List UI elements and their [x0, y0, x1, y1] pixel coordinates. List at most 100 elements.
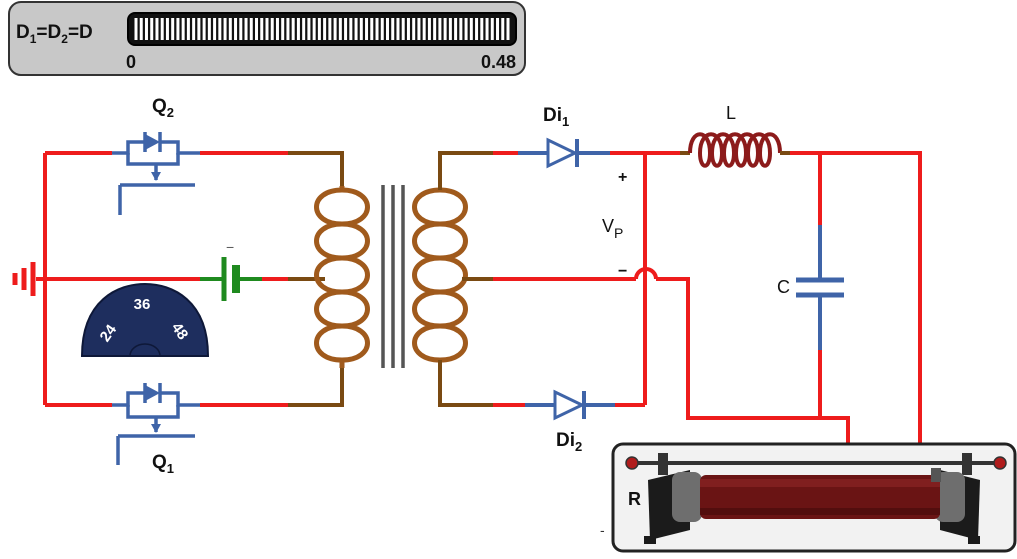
slider-tick	[459, 18, 463, 40]
vp-minus-sign: −	[618, 263, 627, 280]
q1-label: Q1	[152, 452, 174, 476]
slider-tick	[186, 18, 190, 40]
slider-tick	[354, 18, 358, 40]
slider-tick	[365, 18, 369, 40]
slider-tick	[165, 18, 169, 40]
slider-tick	[270, 18, 274, 40]
resistor-wiper[interactable]	[931, 468, 941, 482]
slider-tick	[475, 18, 479, 40]
slider-tick	[296, 18, 300, 40]
slider-tick	[317, 18, 321, 40]
capacitor-icon	[796, 225, 844, 350]
slider-tick	[433, 18, 437, 40]
slider-ticks	[134, 18, 510, 40]
q2-label: Q2	[152, 96, 174, 120]
slider-tick	[134, 18, 138, 40]
resistor-label: R	[628, 489, 641, 509]
slider-tick	[260, 18, 264, 40]
di2-label: Di2	[556, 430, 582, 454]
slider-tick	[338, 18, 342, 40]
primary-coil-icon	[314, 186, 370, 368]
vp-plus-sign: +	[618, 169, 627, 186]
secondary-leads	[438, 151, 495, 407]
slider-tick	[448, 18, 452, 40]
duty-cycle-slider[interactable]	[127, 12, 517, 46]
load-resistor-panel[interactable]: R	[611, 442, 1017, 553]
slider-tick	[255, 18, 259, 40]
dial-knob[interactable]	[129, 343, 161, 357]
slider-tick	[385, 18, 389, 40]
slider-tick	[265, 18, 269, 40]
slider-tick	[302, 18, 306, 40]
slider-min-label: 0	[126, 52, 136, 72]
slider-tick	[391, 18, 395, 40]
slider-tick	[506, 18, 510, 40]
voltage-dial[interactable]: 24 36 48	[80, 282, 210, 357]
slider-tick	[144, 18, 148, 40]
slider-tick	[207, 18, 211, 40]
di1-label: Di1	[543, 105, 569, 129]
slider-tick	[218, 18, 222, 40]
secondary-coil-icon	[412, 187, 468, 363]
slider-tick	[281, 18, 285, 40]
slider-tick	[202, 18, 206, 40]
slider-tick	[286, 18, 290, 40]
slider-tick	[234, 18, 238, 40]
slider-tick	[375, 18, 379, 40]
slider-tick	[160, 18, 164, 40]
slider-tick	[192, 18, 196, 40]
capacitor-label: C	[777, 277, 790, 297]
dial-body[interactable]	[80, 282, 210, 357]
slider-tick	[438, 18, 442, 40]
slider-tick	[401, 18, 405, 40]
slider-tick	[422, 18, 426, 40]
inductor-icon	[680, 132, 790, 168]
transformer-core	[381, 185, 405, 368]
slider-tick	[359, 18, 363, 40]
slider-tick	[328, 18, 332, 40]
slider-post-left	[658, 453, 668, 475]
slider-tick	[333, 18, 337, 40]
slider-tick	[139, 18, 143, 40]
slider-tick	[344, 18, 348, 40]
slider-tick	[349, 18, 353, 40]
transformer	[314, 185, 468, 368]
dial-value-36: 36	[134, 296, 151, 313]
diode-di1-icon	[518, 137, 610, 169]
battery-minus-mark: −	[226, 239, 234, 255]
slider-tick	[171, 18, 175, 40]
slider-tick	[228, 18, 232, 40]
slider-tick	[496, 18, 500, 40]
vp-label: VP	[602, 216, 623, 241]
mosfet-q2-icon[interactable]	[112, 132, 200, 215]
slider-tick	[443, 18, 447, 40]
slider-track[interactable]	[127, 12, 517, 46]
slider-tick	[249, 18, 253, 40]
slider-tick	[396, 18, 400, 40]
slider-tick	[412, 18, 416, 40]
slider-tick	[239, 18, 243, 40]
slider-tick	[380, 18, 384, 40]
corner-dash-mark: -	[600, 522, 605, 538]
slider-post-right	[962, 453, 972, 475]
slider-tick	[485, 18, 489, 40]
slider-tick	[155, 18, 159, 40]
resistor-cap-right	[935, 472, 965, 522]
slider-tick	[275, 18, 279, 40]
slider-tick	[176, 18, 180, 40]
slider-tick	[181, 18, 185, 40]
mosfet-q1-icon[interactable]	[112, 383, 200, 465]
duty-cycle-control: D1=D2=D 0 0.48	[8, 1, 526, 76]
slider-tick	[244, 18, 248, 40]
slider-tick	[213, 18, 217, 40]
slider-tick	[454, 18, 458, 40]
slider-tick	[427, 18, 431, 40]
inductor-label: L	[726, 103, 736, 123]
slider-tick	[469, 18, 473, 40]
slider-tick	[197, 18, 201, 40]
slider-tick	[406, 18, 410, 40]
slider-tick	[291, 18, 295, 40]
slider-max-label: 0.48	[481, 52, 516, 72]
slider-tick	[312, 18, 316, 40]
